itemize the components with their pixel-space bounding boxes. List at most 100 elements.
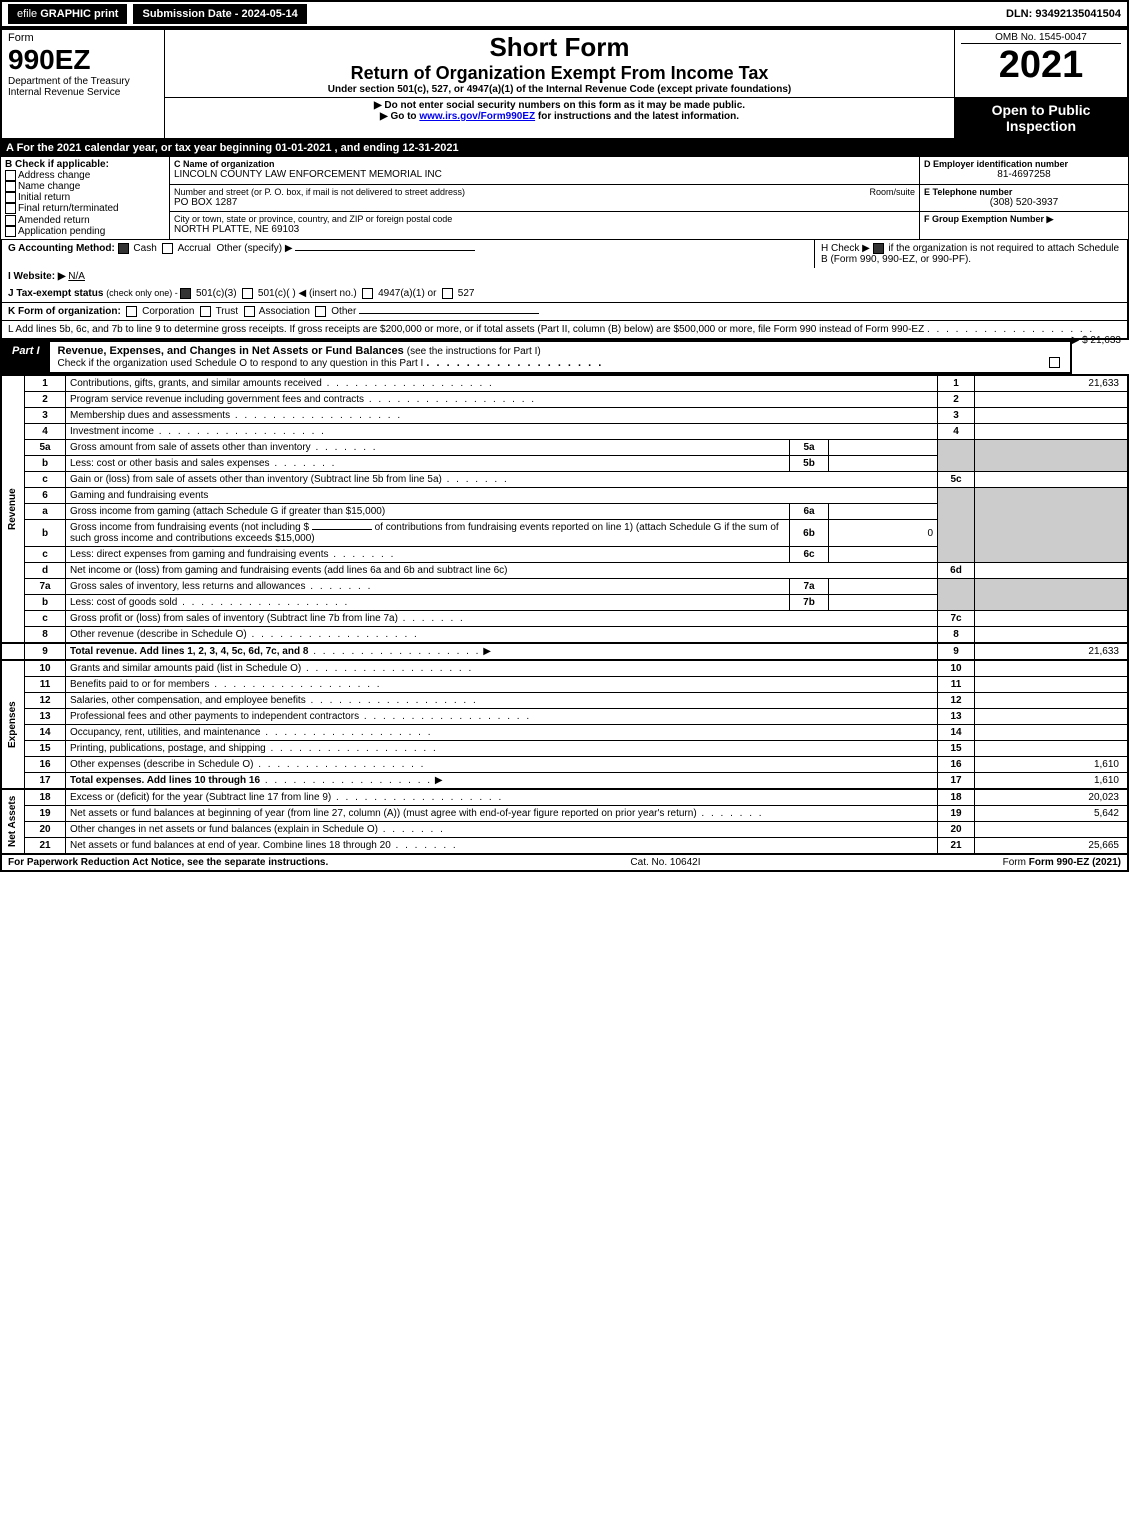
chk-app-pending[interactable]: Application pending bbox=[5, 226, 165, 237]
city-value: NORTH PLATTE, NE 69103 bbox=[174, 224, 915, 235]
financial-table: Revenue 1 Contributions, gifts, grants, … bbox=[0, 374, 1129, 855]
g-label: G Accounting Method: bbox=[8, 243, 115, 254]
dln-label: DLN: 93492135041504 bbox=[1000, 6, 1127, 22]
department-label: Department of the Treasury bbox=[8, 76, 158, 87]
c-name-cell: C Name of organization LINCOLN COUNTY LA… bbox=[170, 157, 920, 185]
g-accounting-row: G Accounting Method: Cash Accrual Other … bbox=[2, 240, 814, 268]
chk-corp-icon[interactable] bbox=[126, 306, 137, 317]
catalog-number: Cat. No. 10642I bbox=[630, 857, 700, 868]
fundraising-fill[interactable] bbox=[312, 529, 372, 530]
j-4947: 4947(a)(1) or bbox=[378, 288, 436, 299]
f-group-cell: F Group Exemption Number ▶ bbox=[920, 212, 1129, 240]
chk-accrual-icon[interactable] bbox=[162, 243, 173, 254]
submission-date-button[interactable]: Submission Date - 2024-05-14 bbox=[133, 4, 306, 24]
return-subtitle: Under section 501(c), 527, or 4947(a)(1)… bbox=[171, 84, 948, 95]
part-i-title-cell: Revenue, Expenses, and Changes in Net As… bbox=[50, 342, 1070, 372]
chk-501c3-icon[interactable] bbox=[180, 288, 191, 299]
l-text: L Add lines 5b, 6c, and 7b to line 9 to … bbox=[8, 324, 924, 335]
i-website-row: I Website: ▶ N/A bbox=[0, 268, 1129, 285]
table-row: 9 Total revenue. Add lines 1, 2, 3, 4, 5… bbox=[1, 643, 1128, 660]
table-row: 15 Printing, publications, postage, and … bbox=[1, 741, 1128, 757]
c-city-cell: City or town, state or province, country… bbox=[170, 212, 920, 240]
d-ein-cell: D Employer identification number 81-4697… bbox=[920, 157, 1129, 185]
table-row: 14 Occupancy, rent, utilities, and maint… bbox=[1, 725, 1128, 741]
chk-initial-return[interactable]: Initial return bbox=[5, 192, 165, 203]
table-row: 4 Investment income 4 bbox=[1, 424, 1128, 440]
c-street-cell: Number and street (or P. O. box, if mail… bbox=[170, 184, 920, 212]
chk-h-icon[interactable] bbox=[873, 243, 884, 254]
chk-527-icon[interactable] bbox=[442, 288, 453, 299]
h-schedule-b-cell: H Check ▶ if the organization is not req… bbox=[814, 240, 1127, 268]
g-other-fill[interactable] bbox=[295, 250, 475, 251]
b-label: B Check if applicable: bbox=[5, 159, 165, 170]
omb-number: OMB No. 1545-0047 bbox=[961, 32, 1121, 44]
table-row: 5a Gross amount from sale of assets othe… bbox=[1, 440, 1128, 456]
top-bar: efile GRAPHIC print Submission Date - 20… bbox=[0, 0, 1129, 28]
form-reference: Form Form 990-EZ (2021) bbox=[1003, 857, 1121, 868]
chk-final-return[interactable]: Final return/terminated bbox=[5, 203, 165, 214]
chk-name-change[interactable]: Name change bbox=[5, 181, 165, 192]
g-cash: Cash bbox=[133, 243, 156, 254]
form-label: Form bbox=[8, 32, 158, 44]
k-label: K Form of organization: bbox=[8, 306, 121, 317]
chk-address-change[interactable]: Address change bbox=[5, 170, 165, 181]
table-row: 16 Other expenses (describe in Schedule … bbox=[1, 757, 1128, 773]
header-center-cell: Short Form Return of Organization Exempt… bbox=[165, 29, 955, 98]
chk-cash-icon[interactable] bbox=[118, 243, 129, 254]
d-label: D Employer identification number bbox=[924, 159, 1124, 169]
footer-row: For Paperwork Reduction Act Notice, see … bbox=[0, 855, 1129, 872]
revenue-section-label: Revenue bbox=[1, 375, 25, 643]
instruction-ssn: ▶ Do not enter social security numbers o… bbox=[171, 100, 948, 111]
k-form-org-row: K Form of organization: Corporation Trus… bbox=[0, 302, 1129, 321]
k-other-fill[interactable] bbox=[359, 313, 539, 314]
table-row: d Net income or (loss) from gaming and f… bbox=[1, 563, 1128, 579]
chk-4947-icon[interactable] bbox=[362, 288, 373, 299]
chk-trust-icon[interactable] bbox=[200, 306, 211, 317]
org-name: LINCOLN COUNTY LAW ENFORCEMENT MEMORIAL … bbox=[174, 169, 915, 180]
table-row: 2 Program service revenue including gove… bbox=[1, 392, 1128, 408]
line-ref: 1 bbox=[938, 375, 975, 392]
chk-other-icon[interactable] bbox=[315, 306, 326, 317]
table-row: 7a Gross sales of inventory, less return… bbox=[1, 579, 1128, 595]
room-label: Room/suite bbox=[869, 187, 915, 197]
efile-print-button[interactable]: efile GRAPHIC print bbox=[8, 4, 127, 24]
tax-year: 2021 bbox=[961, 44, 1121, 87]
table-row: c Gross profit or (loss) from sales of i… bbox=[1, 611, 1128, 627]
chk-assoc-icon[interactable] bbox=[244, 306, 255, 317]
part-i-title: Revenue, Expenses, and Changes in Net As… bbox=[58, 345, 407, 357]
form-header: Form 990EZ Department of the Treasury In… bbox=[0, 28, 1129, 140]
open-to-public: Open to Public Inspection bbox=[955, 98, 1127, 138]
table-row: c Gain or (loss) from sale of assets oth… bbox=[1, 472, 1128, 488]
e-phone-cell: E Telephone number (308) 520-3937 bbox=[920, 184, 1129, 212]
chk-amended[interactable]: Amended return bbox=[5, 215, 165, 226]
paperwork-notice: For Paperwork Reduction Act Notice, see … bbox=[8, 857, 328, 868]
chk-schedule-o-icon[interactable] bbox=[1049, 357, 1060, 368]
f-label: F Group Exemption Number ▶ bbox=[924, 214, 1124, 225]
table-row: 8 Other revenue (describe in Schedule O)… bbox=[1, 627, 1128, 644]
header-instructions-cell: ▶ Do not enter social security numbers o… bbox=[165, 98, 955, 140]
c-name-label: C Name of organization bbox=[174, 159, 915, 169]
chk-501c-icon[interactable] bbox=[242, 288, 253, 299]
irs-link[interactable]: www.irs.gov/Form990EZ bbox=[419, 111, 535, 122]
table-row: Expenses 10 Grants and similar amounts p… bbox=[1, 660, 1128, 677]
k-trust: Trust bbox=[216, 306, 238, 317]
part-i-label: Part I bbox=[2, 342, 50, 372]
open-public-cell: Open to Public Inspection bbox=[955, 98, 1129, 140]
l-amount: ▶ $ 21,633 bbox=[1072, 335, 1121, 346]
website-value: N/A bbox=[68, 271, 85, 282]
part-i-header: Part I Revenue, Expenses, and Changes in… bbox=[0, 340, 1072, 374]
efile-prefix: efile bbox=[17, 8, 40, 20]
line-amount: 21,633 bbox=[975, 375, 1129, 392]
inst2-prefix: ▶ Go to bbox=[380, 111, 419, 122]
k-corp: Corporation bbox=[142, 306, 194, 317]
return-title: Return of Organization Exempt From Incom… bbox=[171, 63, 948, 84]
table-row: 6 Gaming and fundraising events bbox=[1, 488, 1128, 504]
table-row: 21 Net assets or fund balances at end of… bbox=[1, 838, 1128, 855]
org-info-table: B Check if applicable: Address change Na… bbox=[0, 156, 1129, 240]
part-i-note: (see the instructions for Part I) bbox=[407, 346, 541, 357]
table-row: 17 Total expenses. Add lines 10 through … bbox=[1, 773, 1128, 790]
i-label: I Website: ▶ bbox=[8, 271, 66, 282]
form-number: 990EZ bbox=[8, 44, 158, 76]
table-row: 11 Benefits paid to or for members 11 bbox=[1, 677, 1128, 693]
k-other: Other bbox=[331, 306, 356, 317]
